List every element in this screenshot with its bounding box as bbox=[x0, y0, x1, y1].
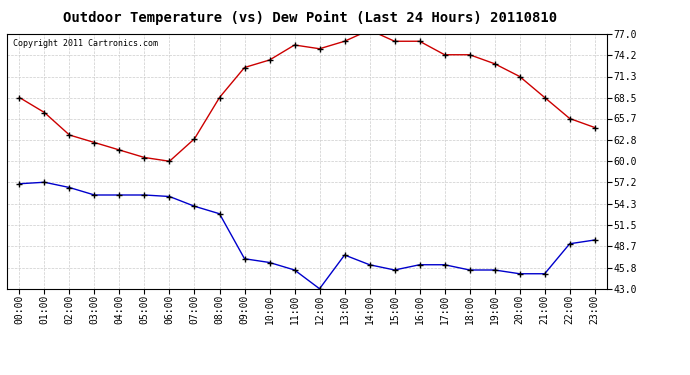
Text: Copyright 2011 Cartronics.com: Copyright 2011 Cartronics.com bbox=[13, 39, 158, 48]
Text: Outdoor Temperature (vs) Dew Point (Last 24 Hours) 20110810: Outdoor Temperature (vs) Dew Point (Last… bbox=[63, 11, 558, 26]
